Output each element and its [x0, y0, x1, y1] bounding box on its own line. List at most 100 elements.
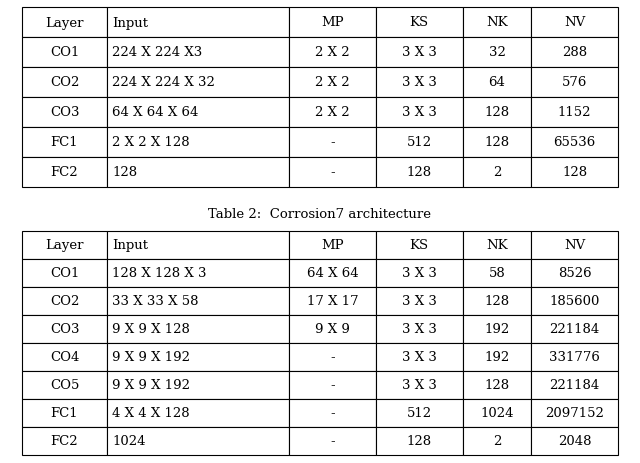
Bar [22, 343, 107, 371]
Text: 3 X 3: 3 X 3 [402, 267, 436, 280]
Bar [531, 399, 618, 427]
Text: MP: MP [321, 17, 344, 30]
Text: CO1: CO1 [50, 46, 79, 59]
Bar [289, 288, 376, 315]
Bar [463, 38, 531, 68]
Text: CO2: CO2 [50, 76, 79, 89]
Bar [289, 259, 376, 288]
Text: 2: 2 [493, 166, 501, 179]
Bar [289, 158, 376, 188]
Bar [531, 288, 618, 315]
Text: Layer: Layer [45, 17, 84, 30]
Bar [107, 68, 289, 98]
Text: Input: Input [112, 239, 148, 252]
Bar [107, 371, 289, 399]
Bar [531, 68, 618, 98]
Bar [376, 98, 463, 128]
Text: 192: 192 [484, 323, 509, 336]
Bar [22, 98, 107, 128]
Text: 8526: 8526 [558, 267, 591, 280]
Bar [463, 8, 531, 38]
Bar [531, 315, 618, 343]
Text: MP: MP [321, 239, 344, 252]
Text: 2 X 2: 2 X 2 [316, 76, 350, 89]
Bar [289, 128, 376, 158]
Bar [289, 427, 376, 455]
Text: Table 2:  Corrosion7 architecture: Table 2: Corrosion7 architecture [209, 208, 431, 221]
Bar [22, 38, 107, 68]
Text: 2097152: 2097152 [545, 407, 604, 419]
Text: 9 X 9 X 128: 9 X 9 X 128 [112, 323, 190, 336]
Text: 2: 2 [493, 435, 501, 448]
Text: KS: KS [410, 17, 429, 30]
Bar [531, 343, 618, 371]
Text: NK: NK [486, 239, 508, 252]
Text: 128: 128 [484, 136, 509, 149]
Text: 64 X 64 X 64: 64 X 64 X 64 [112, 106, 198, 119]
Bar [376, 343, 463, 371]
Text: 221184: 221184 [550, 323, 600, 336]
Text: NK: NK [486, 17, 508, 30]
Bar [289, 38, 376, 68]
Text: 3 X 3: 3 X 3 [402, 106, 436, 119]
Bar [289, 343, 376, 371]
Bar [22, 427, 107, 455]
Bar [289, 68, 376, 98]
Bar [376, 128, 463, 158]
Text: CO3: CO3 [50, 106, 79, 119]
Bar [376, 38, 463, 68]
Bar [107, 38, 289, 68]
Bar [22, 371, 107, 399]
Bar [463, 128, 531, 158]
Bar [22, 158, 107, 188]
Bar [107, 232, 289, 259]
Text: FC1: FC1 [51, 136, 78, 149]
Bar [531, 259, 618, 288]
Bar [376, 427, 463, 455]
Text: 58: 58 [488, 267, 506, 280]
Text: 331776: 331776 [549, 351, 600, 364]
Text: CO4: CO4 [50, 351, 79, 364]
Bar [463, 158, 531, 188]
Text: 2 X 2: 2 X 2 [316, 106, 350, 119]
Bar [531, 158, 618, 188]
Bar [531, 98, 618, 128]
Text: 128: 128 [484, 295, 509, 308]
Text: 3 X 3: 3 X 3 [402, 76, 436, 89]
Text: 128: 128 [112, 166, 137, 179]
Text: 9 X 9 X 192: 9 X 9 X 192 [112, 379, 190, 392]
Bar [107, 259, 289, 288]
Text: 3 X 3: 3 X 3 [402, 351, 436, 364]
Text: 1024: 1024 [112, 435, 145, 448]
Bar [22, 288, 107, 315]
Text: FC2: FC2 [51, 435, 78, 448]
Bar [107, 98, 289, 128]
Bar [22, 68, 107, 98]
Bar [107, 288, 289, 315]
Text: FC1: FC1 [51, 407, 78, 419]
Text: CO3: CO3 [50, 323, 79, 336]
Text: 1152: 1152 [558, 106, 591, 119]
Text: 512: 512 [406, 407, 432, 419]
Text: 2 X 2: 2 X 2 [316, 46, 350, 59]
Bar [531, 232, 618, 259]
Text: 128: 128 [562, 166, 588, 179]
Bar [107, 315, 289, 343]
Text: 4 X 4 X 128: 4 X 4 X 128 [112, 407, 189, 419]
Text: 32: 32 [488, 46, 506, 59]
Bar [531, 8, 618, 38]
Bar [531, 427, 618, 455]
Text: CO2: CO2 [50, 295, 79, 308]
Bar [376, 8, 463, 38]
Bar [376, 288, 463, 315]
Text: 128: 128 [484, 379, 509, 392]
Bar [463, 259, 531, 288]
Bar [376, 399, 463, 427]
Bar [531, 38, 618, 68]
Bar [463, 232, 531, 259]
Text: -: - [330, 351, 335, 364]
Text: 64 X 64: 64 X 64 [307, 267, 358, 280]
Text: Layer: Layer [45, 239, 84, 252]
Text: 128: 128 [484, 106, 509, 119]
Bar [463, 315, 531, 343]
